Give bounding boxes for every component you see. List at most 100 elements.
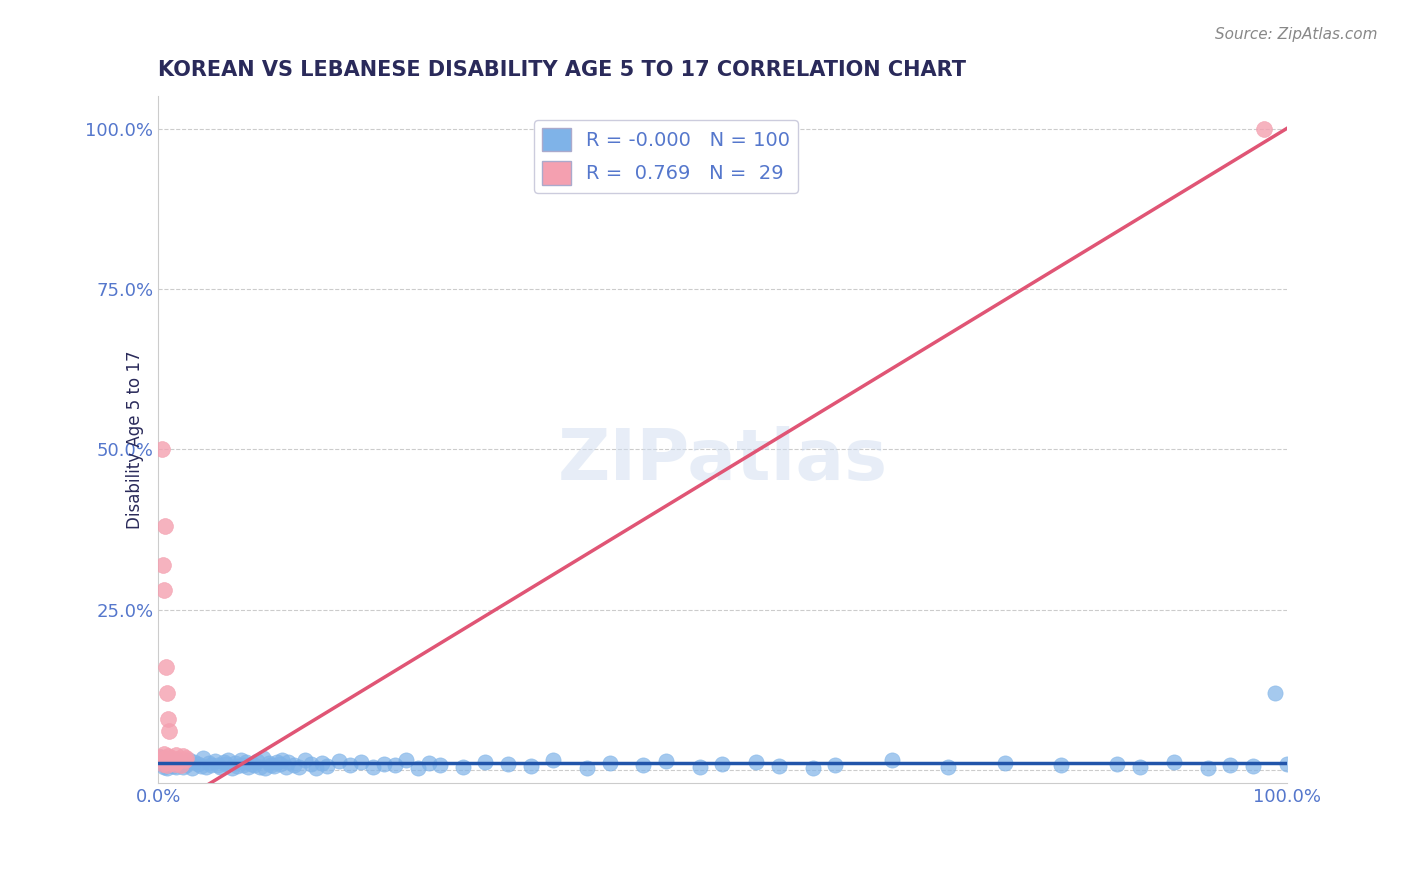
- Point: [429, 757, 451, 772]
- Point: [153, 760, 176, 774]
- Point: [406, 761, 429, 775]
- Point: [217, 753, 239, 767]
- Point: [157, 748, 180, 763]
- Point: [257, 756, 280, 770]
- Point: [198, 756, 221, 770]
- Point: [1219, 757, 1241, 772]
- Point: [160, 751, 183, 765]
- Point: [194, 760, 217, 774]
- Point: [1275, 756, 1298, 771]
- Point: [207, 758, 229, 772]
- Point: [157, 751, 180, 765]
- Point: [166, 753, 188, 767]
- Point: [263, 759, 285, 773]
- Point: [159, 756, 181, 770]
- Point: [1264, 686, 1286, 700]
- Point: [599, 756, 621, 770]
- Point: [215, 757, 238, 772]
- Point: [451, 760, 474, 774]
- Point: [153, 519, 176, 533]
- Point: [294, 753, 316, 767]
- Point: [152, 558, 174, 572]
- Point: [689, 760, 711, 774]
- Point: [316, 759, 339, 773]
- Point: [170, 757, 193, 772]
- Point: [496, 757, 519, 772]
- Point: [711, 757, 734, 772]
- Point: [350, 756, 373, 770]
- Point: [160, 754, 183, 768]
- Point: [172, 749, 194, 764]
- Point: [260, 757, 283, 772]
- Point: [745, 756, 768, 770]
- Point: [880, 753, 903, 767]
- Text: Source: ZipAtlas.com: Source: ZipAtlas.com: [1215, 27, 1378, 42]
- Point: [165, 748, 187, 763]
- Point: [1253, 121, 1275, 136]
- Point: [155, 756, 177, 770]
- Point: [1107, 757, 1129, 772]
- Point: [172, 760, 194, 774]
- Point: [204, 754, 226, 768]
- Point: [159, 753, 181, 767]
- Text: ZIPatlas: ZIPatlas: [557, 425, 887, 495]
- Text: KOREAN VS LEBANESE DISABILITY AGE 5 TO 17 CORRELATION CHART: KOREAN VS LEBANESE DISABILITY AGE 5 TO 1…: [157, 60, 966, 79]
- Point: [149, 750, 172, 764]
- Point: [328, 754, 350, 768]
- Point: [162, 754, 184, 768]
- Point: [174, 756, 197, 771]
- Point: [249, 760, 271, 774]
- Point: [801, 761, 824, 775]
- Point: [165, 757, 187, 772]
- Point: [159, 758, 181, 772]
- Point: [266, 755, 288, 769]
- Point: [156, 686, 179, 700]
- Point: [311, 756, 333, 770]
- Point: [576, 761, 599, 775]
- Point: [226, 759, 249, 773]
- Point: [153, 583, 176, 598]
- Point: [768, 759, 790, 773]
- Point: [252, 751, 274, 765]
- Point: [150, 753, 173, 767]
- Point: [633, 758, 655, 772]
- Point: [238, 760, 260, 774]
- Point: [232, 757, 254, 772]
- Point: [162, 759, 184, 773]
- Point: [167, 752, 190, 766]
- Point: [183, 756, 205, 770]
- Point: [993, 756, 1015, 770]
- Point: [246, 754, 269, 768]
- Point: [274, 760, 297, 774]
- Point: [224, 756, 246, 770]
- Point: [176, 751, 198, 765]
- Point: [1129, 760, 1152, 774]
- Point: [166, 755, 188, 769]
- Point: [156, 757, 179, 772]
- Point: [395, 753, 418, 767]
- Point: [373, 757, 395, 772]
- Point: [155, 756, 177, 770]
- Point: [283, 758, 305, 772]
- Point: [936, 760, 959, 774]
- Point: [212, 755, 235, 769]
- Point: [156, 761, 179, 775]
- Point: [165, 760, 187, 774]
- Point: [159, 724, 181, 739]
- Point: [221, 761, 243, 775]
- Point: [187, 757, 209, 772]
- Point: [305, 761, 328, 775]
- Point: [177, 753, 200, 767]
- Point: [254, 761, 277, 775]
- Point: [150, 442, 173, 457]
- Point: [1163, 755, 1185, 769]
- Point: [235, 756, 257, 770]
- Point: [153, 747, 176, 761]
- Point: [361, 760, 384, 774]
- Point: [150, 756, 173, 771]
- Point: [384, 758, 406, 772]
- Point: [288, 760, 311, 774]
- Point: [1197, 761, 1219, 775]
- Point: [299, 757, 322, 772]
- Point: [190, 759, 212, 773]
